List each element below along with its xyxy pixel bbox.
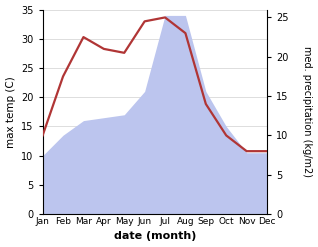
Y-axis label: med. precipitation (kg/m2): med. precipitation (kg/m2)	[302, 46, 313, 177]
Y-axis label: max temp (C): max temp (C)	[5, 76, 16, 148]
X-axis label: date (month): date (month)	[114, 231, 196, 242]
